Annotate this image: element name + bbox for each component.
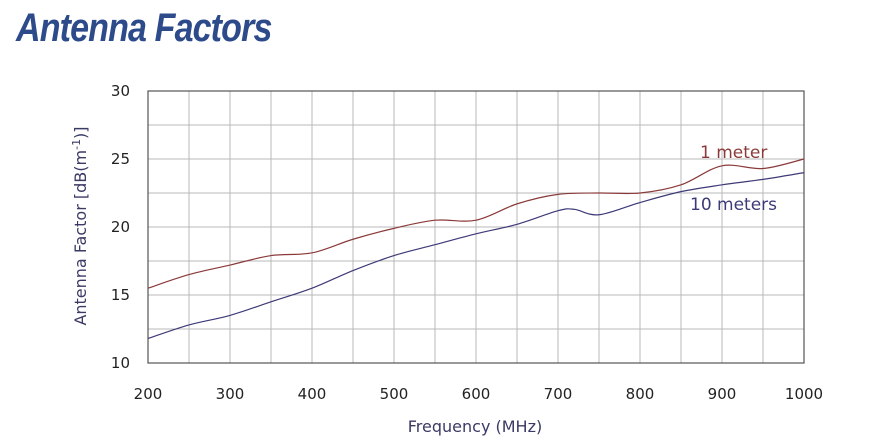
x-tick-label: 700: [544, 385, 573, 403]
grid: [148, 91, 804, 363]
y-axis-label-end: )]: [71, 126, 90, 138]
x-tick-label: 800: [626, 385, 655, 403]
x-tick-label: 300: [216, 385, 245, 403]
x-tick-label: 900: [708, 385, 737, 403]
x-axis-label: Frequency (MHz): [408, 417, 542, 436]
series-lines: [147, 158, 805, 340]
plot-frame: [147, 90, 805, 364]
y-tick-label: 20: [111, 218, 130, 236]
y-axis-label: Antenna Factor [dB(m-1)]: [70, 126, 90, 325]
x-tick-labels: 200 300 400 500 600 700 800 900 1000: [134, 385, 823, 403]
y-tick-label: 15: [111, 286, 130, 304]
y-axis-label-superscript: -1: [70, 139, 83, 150]
y-tick-label: 25: [111, 150, 130, 168]
y-axis-label-main: Antenna Factor [dB(m: [71, 150, 90, 326]
series-label-10-meters: 10 meters: [690, 195, 777, 215]
x-tick-label: 200: [134, 385, 163, 403]
series-line-1-meter: [147, 158, 805, 289]
y-tick-labels: 10 15 20 25 30: [111, 82, 130, 372]
x-tick-label: 500: [380, 385, 409, 403]
series-line-10-meters: [147, 172, 805, 340]
chart-title: Antenna Factors: [16, 6, 272, 50]
series-label-1-meter: 1 meter: [700, 143, 767, 163]
x-tick-label: 1000: [785, 385, 823, 403]
x-tick-label: 400: [298, 385, 327, 403]
x-tick-label: 600: [462, 385, 491, 403]
y-tick-label: 30: [111, 82, 130, 100]
y-tick-label: 10: [111, 354, 130, 372]
